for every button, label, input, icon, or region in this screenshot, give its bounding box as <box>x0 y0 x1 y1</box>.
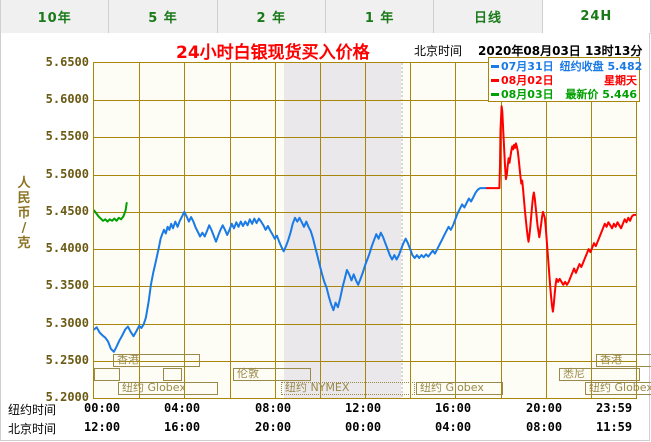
legend-note: 纽约收盘 5.482 <box>559 60 643 73</box>
y-axis-tick-label: 5.3000 <box>45 316 89 330</box>
y-axis-caption-char: 民 <box>17 191 31 206</box>
x-axis-tick-label: 16:00 <box>164 420 201 434</box>
price-plot-area: 香港 伦敦 纽约 Globex 纽约 NYMEX 纽约 Globex 香港 悉尼 纽约 Glo… <box>93 62 651 399</box>
plot-inner: 香港 伦敦 纽约 Globex 纽约 NYMEX 纽约 Globex 香港 悉尼 纽约 Glo… <box>94 63 651 399</box>
legend-row-3: 08月03日 最新价 5.446 <box>491 87 637 101</box>
timestamp: 2020年08月03日 13时13分 <box>478 44 643 58</box>
tab-label: 5 年 <box>148 11 178 26</box>
x-axis-tick-label: 23:59 <box>596 401 633 415</box>
nymex-session-shading-edge <box>401 63 403 398</box>
legend-note: 星期天 <box>604 74 637 87</box>
price-line-08月03日 <box>94 202 128 223</box>
tab-label: 2 年 <box>256 11 287 26</box>
x-axis-tick-label: 04:00 <box>164 401 201 415</box>
x-axis-row-1: 纽约时间 00:00 04:00 08:00 12:00 16:00 20:00 23:59 <box>0 401 651 420</box>
x-axis-tick-label: 08:00 <box>255 401 292 415</box>
x-axis-tick-label: 12:00 <box>345 401 382 415</box>
legend: 07月31日 纽约收盘 5.482 08月02日 星期天 08月03日 最新价 5.446 <box>488 57 642 102</box>
x-axis-tick-label: 20:00 <box>526 401 563 415</box>
legend-date: 08月02日 <box>501 74 554 87</box>
vertical-gridline <box>184 63 185 398</box>
x-axis-tick-label: 12:00 <box>84 420 121 434</box>
y-axis-ticks: 5.6500 5.6000 5.5500 5.5000 5.4500 5.4000 5.35… <box>25 55 89 404</box>
vertical-gridline <box>365 63 366 398</box>
x-axis-tick-label: 04:00 <box>435 420 472 434</box>
tab-6[interactable]: 24H <box>542 0 651 33</box>
price-line-07月31日 <box>94 187 488 353</box>
vertical-gridline <box>455 63 456 398</box>
x-axis-labels: 纽约时间 00:00 04:00 08:00 12:00 16:00 20:00 23:59 北… <box>0 401 651 441</box>
tab-label: 24H <box>580 8 613 24</box>
x-axis-row-2: 北京时间 12:00 16:00 20:00 00:00 04:00 08:00 11:59 <box>0 420 651 439</box>
legend-note: 最新价 5.446 <box>565 88 637 101</box>
legend-row-1: 07月31日 纽约收盘 5.482 <box>491 59 642 73</box>
y-axis-tick-label: 5.2000 <box>45 390 89 404</box>
legend-date: 08月03日 <box>501 88 554 101</box>
tab-4[interactable]: 1 年 <box>325 0 435 33</box>
timezone-label: 北京时间 <box>414 44 463 58</box>
vertical-gridline <box>320 63 321 398</box>
x-axis-tick-label: 11:59 <box>596 420 633 434</box>
tab-5[interactable]: 日线 <box>434 0 543 33</box>
x-axis-tick-label: 16:00 <box>435 401 472 415</box>
legend-date: 07月31日 <box>501 60 554 73</box>
y-axis-caption-char: 币 <box>17 206 31 221</box>
y-axis-caption-char: / <box>21 221 27 236</box>
legend-row-2: 08月02日 星期天 <box>491 73 637 87</box>
y-axis-tick-label: 5.6500 <box>45 55 89 69</box>
y-axis-tick-label: 5.5500 <box>45 129 89 143</box>
vertical-gridline <box>139 63 140 398</box>
x-axis-row-label: 北京时间 <box>8 422 57 436</box>
tab-2[interactable]: 5 年 <box>109 0 218 33</box>
legend-color-swatch <box>491 92 499 96</box>
x-axis-tick-label: 00:00 <box>345 420 382 434</box>
tab-label: 日线 <box>473 11 502 26</box>
legend-color-swatch <box>491 64 499 68</box>
y-axis-caption-char: 克 <box>17 236 31 251</box>
y-axis-tick-label: 5.6000 <box>45 92 89 106</box>
y-axis-tick-label: 5.3500 <box>45 278 89 292</box>
nymex-session-shading <box>284 63 401 398</box>
tab-label: 10年 <box>37 11 72 26</box>
legend-color-swatch <box>491 78 499 82</box>
y-axis-caption-char: 人 <box>17 176 31 191</box>
vertical-gridline <box>410 63 411 398</box>
y-axis-caption: 人民币 / 克 <box>16 176 32 251</box>
tab-1[interactable]: 10年 <box>0 0 110 33</box>
y-axis-tick-label: 5.4000 <box>45 241 89 255</box>
y-axis-tick-label: 5.2500 <box>45 353 89 367</box>
x-axis-row-label: 纽约时间 <box>8 403 57 417</box>
vertical-gridline <box>591 63 592 398</box>
y-axis-tick-label: 5.5000 <box>45 167 89 181</box>
tab-3[interactable]: 2 年 <box>217 0 326 33</box>
vertical-gridline <box>230 63 231 398</box>
vertical-gridline <box>501 63 502 398</box>
page-title: 24小时白银现货买入价格 <box>176 43 370 63</box>
vertical-gridline <box>275 63 276 398</box>
horizontal-gridline <box>94 398 636 399</box>
timeframe-tabbar: 10年 5 年 2 年 1 年 日线 24H <box>0 0 651 34</box>
price-line-08月02日 <box>485 105 636 313</box>
price-series-svg <box>94 105 636 353</box>
x-axis-tick-label: 08:00 <box>526 420 563 434</box>
x-axis-tick-label: 20:00 <box>255 420 292 434</box>
tab-label: 1 年 <box>364 11 395 26</box>
x-axis-tick-label: 00:00 <box>84 401 121 415</box>
y-axis-tick-label: 5.4500 <box>45 204 89 218</box>
